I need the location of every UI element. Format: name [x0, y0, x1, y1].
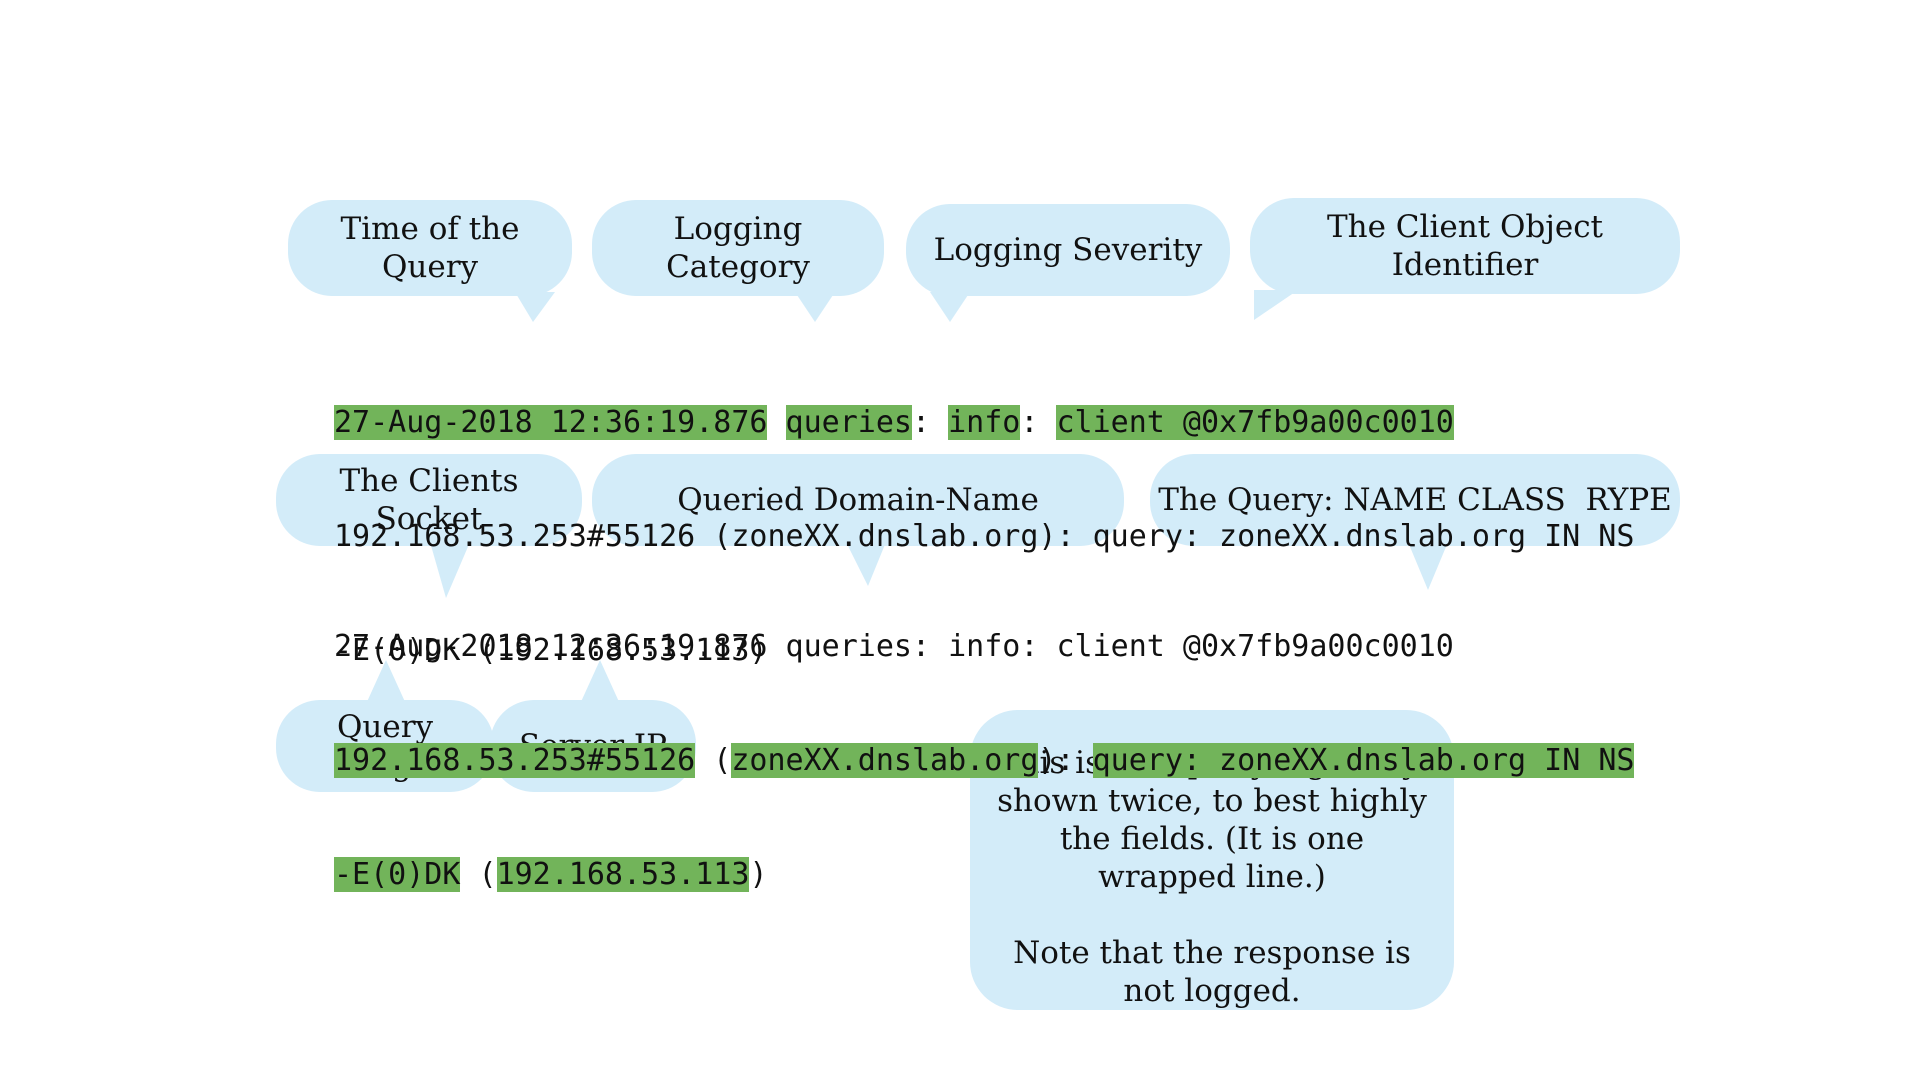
highlight-flags: -E(0)DK [334, 857, 461, 892]
log-entry-first-line-2: 192.168.53.253#55126 (zoneXX.dnslab.org)… [334, 519, 1635, 554]
log-entry-first-line-3: -E(0)DK (192.168.53.113) [334, 633, 768, 668]
callout-clients-socket-pointer [430, 542, 470, 598]
callout-query-name-class-type-label: The Query: NAME CLASS RYPE [1158, 482, 1672, 518]
paren-close-domain: ): [1038, 743, 1075, 778]
log-entry-first-line-1: 27-Aug-2018 12:36:19.876 queries: info: … [334, 404, 1634, 442]
callout-client-object-identifier-label: The Client Object Identifier [1326, 209, 1604, 283]
callout-query-flags-pointer [366, 660, 406, 704]
callout-query-name-class-type: The Query: NAME CLASS RYPE [1150, 454, 1680, 546]
callout-queried-domain-name-pointer [846, 542, 886, 586]
callout-time-of-query: Time of the Query [288, 200, 572, 296]
callout-logging-category-label: Logging Category [666, 211, 810, 285]
callout-client-object-identifier-pointer [1254, 290, 1298, 320]
highlight-client-id: client @0x7fb9a00c0010 [1056, 405, 1454, 440]
highlight-domain: zoneXX.dnslab.org [731, 743, 1039, 778]
callout-logging-category-pointer [795, 292, 835, 322]
callout-queried-domain-name: Queried Domain-Name [592, 454, 1124, 546]
highlight-category: queries [785, 405, 912, 440]
highlight-severity: info [948, 405, 1021, 440]
callout-clients-socket-label: The Clients Socket [339, 463, 519, 537]
callout-query-name-class-type-pointer [1408, 542, 1448, 590]
log-entry-second-line-3: -E(0)DK (192.168.53.113) [334, 856, 1634, 894]
callout-server-ip-pointer [580, 660, 620, 704]
note-paragraph-2: Note that the response is not logged. [1013, 935, 1411, 1009]
callout-clients-socket: The Clients Socket [276, 454, 582, 546]
log-entry-second-line-1: 27-Aug-2018 12:36:19.876 queries: info: … [334, 629, 1454, 664]
callout-logging-severity: Logging Severity [906, 204, 1230, 296]
highlight-socket: 192.168.53.253#55126 [334, 743, 696, 778]
callout-time-of-query-label: Time of the Query [340, 211, 520, 285]
log-entry-second-line-2: 192.168.53.253#55126 (zoneXX.dnslab.org)… [334, 742, 1635, 780]
paren-close-server: ) [749, 857, 768, 892]
separator-1: : [911, 405, 931, 440]
callout-client-object-identifier: The Client Object Identifier [1250, 198, 1680, 294]
callout-time-of-query-pointer [515, 292, 555, 322]
paren-open-domain: ( [713, 743, 732, 778]
paren-open-server: ( [478, 857, 497, 892]
callout-queried-domain-name-label: Queried Domain-Name [677, 482, 1039, 518]
log-entry-second: 27-Aug-2018 12:36:19.876 queries: info: … [334, 552, 1635, 970]
callout-logging-severity-label: Logging Severity [933, 232, 1203, 268]
separator-2: : [1020, 405, 1039, 440]
highlight-query: query: zoneXX.dnslab.org IN NS [1092, 743, 1635, 778]
highlight-timestamp: 27-Aug-2018 12:36:19.876 [334, 405, 768, 440]
callout-logging-severity-pointer [930, 292, 970, 322]
log-entry-first: 27-Aug-2018 12:36:19.876 queries: info: … [334, 328, 1634, 746]
callout-logging-category: Logging Category [592, 200, 884, 296]
highlight-server-ip: 192.168.53.113 [496, 857, 750, 892]
